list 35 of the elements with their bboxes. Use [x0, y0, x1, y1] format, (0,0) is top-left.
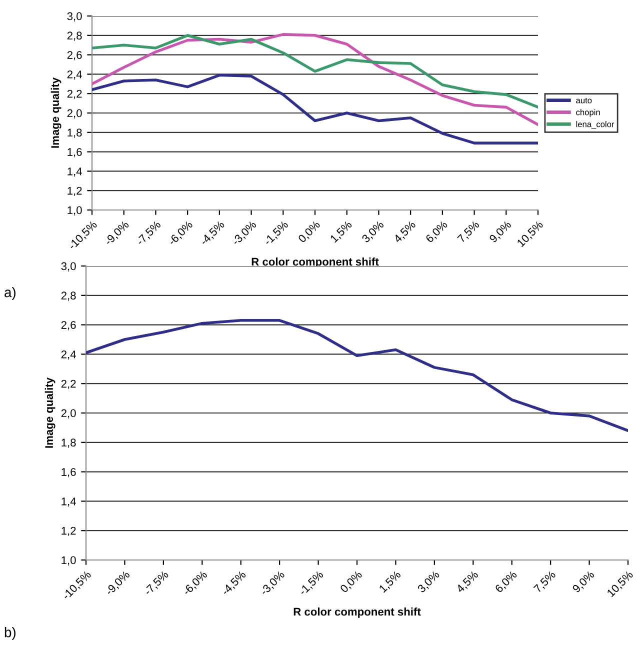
- y-tick-label: 3,0: [67, 12, 82, 22]
- line-series: [92, 34, 538, 109]
- y-tick-label: 2,0: [61, 409, 76, 418]
- y-tick-label: 2,8: [67, 32, 82, 41]
- y-tick-label: 1,0: [62, 556, 76, 566]
- y-tick-label: 1,4: [62, 498, 76, 507]
- y-tick-label: 2,8: [61, 292, 76, 301]
- y-tick-label: 1,4: [68, 168, 82, 177]
- y-tick-label: 2,4: [61, 350, 76, 360]
- y-tick-label: 1,8: [62, 438, 76, 448]
- legend-label: lena_color: [576, 121, 614, 129]
- y-tick-label: 1,6: [68, 148, 82, 158]
- y-tick-label: 1,6: [62, 468, 76, 478]
- y-tick-label: 1,2: [62, 526, 76, 536]
- line-series: [92, 74, 538, 144]
- x-axis-title: R color component shift: [252, 257, 379, 268]
- text: a): [4, 287, 16, 300]
- y-tick-label: 1,0: [68, 206, 82, 216]
- y-axis-title: Image quality: [44, 378, 56, 448]
- y-tick-label: 2,2: [67, 90, 82, 100]
- line-series: [86, 319, 628, 432]
- x-axis-title: R color component shift: [294, 607, 421, 618]
- legend-label: auto: [576, 98, 592, 104]
- y-tick-label: 2,6: [67, 51, 82, 60]
- text: b): [4, 627, 16, 640]
- y-tick-label: 3,0: [61, 262, 76, 272]
- y-tick-label: 2,6: [61, 321, 76, 330]
- legend-label: chopin: [576, 109, 600, 117]
- y-axis-title: Image quality: [50, 78, 62, 148]
- y-tick-label: 1,8: [68, 128, 82, 138]
- y-tick-label: 2,2: [61, 380, 76, 390]
- y-tick-label: 1,2: [68, 186, 82, 196]
- line-series: [92, 33, 538, 126]
- y-tick-label: 2,0: [67, 109, 82, 118]
- y-tick-label: 2,4: [67, 70, 82, 80]
